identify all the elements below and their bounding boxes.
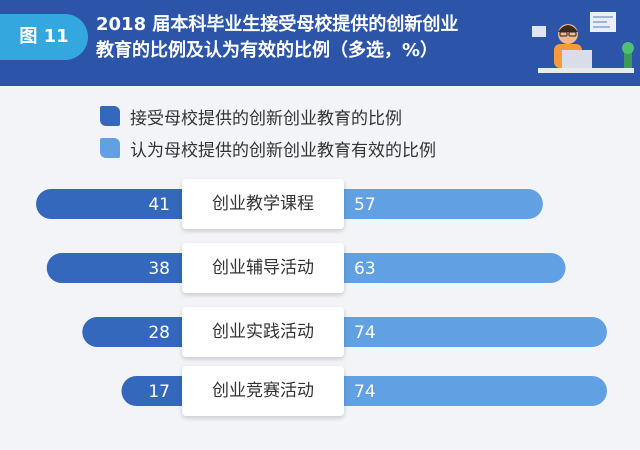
value-label-accepted: 38: [148, 259, 170, 279]
header-bar: 图 11 2018 届本科毕业生接受母校提供的创新创业 教育的比例及认为有效的比…: [0, 0, 640, 86]
figure-tag: 图 11: [0, 14, 88, 60]
value-label-effective: 57: [354, 195, 376, 215]
chart-title: 2018 届本科毕业生接受母校提供的创新创业 教育的比例及认为有效的比例（多选，…: [96, 12, 536, 64]
value-label-effective: 74: [354, 382, 376, 402]
desk-worker-illustration: [532, 12, 634, 73]
legend-item-effective: 认为母校提供的创新创业教育有效的比例: [100, 132, 436, 164]
bar-effective: [328, 253, 566, 283]
chart-title-line-1: 2018 届本科毕业生接受母校提供的创新创业: [96, 14, 459, 35]
category-label: 创业竞赛活动: [182, 366, 344, 416]
legend: 接受母校提供的创新创业教育的比例 认为母校提供的创新创业教育有效的比例: [100, 100, 436, 164]
legend-item-accepted: 接受母校提供的创新创业教育的比例: [100, 100, 436, 132]
legend-swatch-accepted: [100, 106, 120, 126]
bar-effective: [328, 189, 543, 219]
legend-swatch-effective: [100, 138, 120, 158]
bar-accepted: [82, 317, 202, 347]
bar-effective: [328, 317, 607, 347]
value-label-accepted: 41: [148, 195, 170, 215]
chart-title-line-2: 教育的比例及认为有效的比例（多选，%）: [96, 40, 439, 61]
value-label-effective: 74: [354, 323, 376, 343]
value-label-effective: 63: [354, 259, 376, 279]
legend-label-effective: 认为母校提供的创新创业教育有效的比例: [130, 140, 436, 161]
category-label: 创业实践活动: [182, 307, 344, 357]
bar-accepted: [36, 189, 202, 219]
value-label-accepted: 17: [148, 382, 170, 402]
bar-accepted: [121, 376, 202, 406]
bar-accepted: [46, 253, 202, 283]
value-label-accepted: 28: [148, 323, 170, 343]
legend-label-accepted: 接受母校提供的创新创业教育的比例: [130, 108, 402, 129]
category-label: 创业辅导活动: [182, 243, 344, 293]
bar-effective: [328, 376, 607, 406]
category-label: 创业教学课程: [182, 179, 344, 229]
